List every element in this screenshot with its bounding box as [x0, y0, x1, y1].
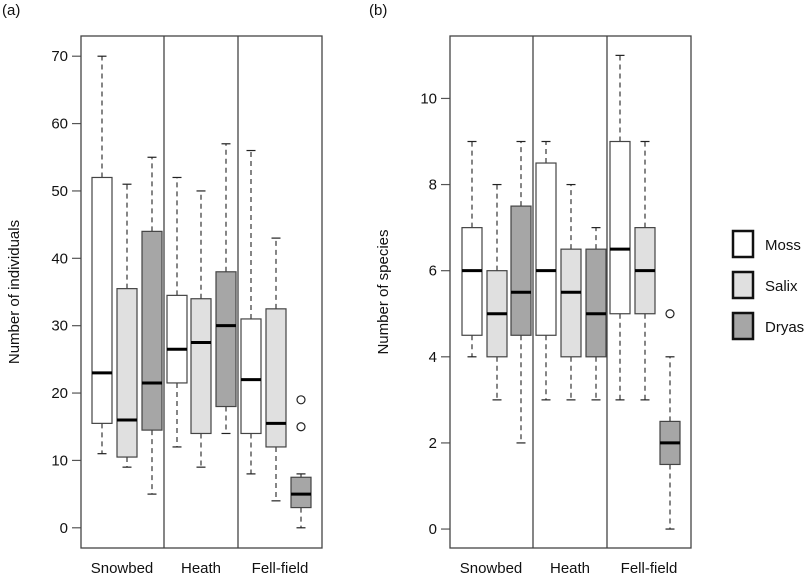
y-tick-label: 6: [429, 263, 437, 280]
panel-a-x-label-snowbed: Snowbed: [91, 560, 154, 577]
iqr-box: [290, 476, 312, 509]
box-heath-dryas: [585, 227, 607, 401]
y-tick-label: 60: [51, 116, 68, 133]
legend-swatch-salix: [731, 270, 755, 300]
outlier-point: [296, 422, 306, 432]
panel-b-x-label-heath: Heath: [550, 560, 590, 577]
panel-a: (a) Number of individuals 0 10 20 30 40 50 60 7…: [2, 2, 323, 577]
iqr-box: [190, 298, 212, 435]
panel-b-boxes: [461, 54, 681, 530]
iqr-box: [560, 248, 582, 358]
panel-a-x-axis: Snowbed Heath Fell-field: [91, 560, 309, 577]
y-tick-label: 30: [51, 318, 68, 335]
outlier-point: [665, 309, 675, 319]
panel-b-y-axis-title: Number of species: [375, 229, 392, 354]
legend-swatch-moss: [731, 229, 755, 259]
box-fell-field-moss: [609, 54, 631, 401]
panel-a-x-label-heath: Heath: [181, 560, 221, 577]
panel-b-x-label-fell-field: Fell-field: [621, 560, 678, 577]
iqr-box: [240, 318, 262, 435]
box-fell-field-moss: [240, 149, 262, 475]
y-tick-label: 2: [429, 435, 437, 452]
y-tick-label: 40: [51, 250, 68, 267]
iqr-box: [91, 176, 113, 424]
panel-b-x-label-snowbed: Snowbed: [460, 560, 523, 577]
panel-a-y-axis-title: Number of individuals: [6, 220, 23, 364]
iqr-box: [585, 248, 607, 358]
panel-b-frame: [449, 35, 692, 549]
iqr-box: [265, 308, 287, 448]
legend-item-salix: Salix: [731, 270, 798, 300]
y-tick-label: 0: [429, 521, 437, 538]
box-snowbed-dryas: [510, 140, 532, 444]
box-snowbed-dryas: [141, 156, 163, 495]
panel-a-boxes: [91, 55, 312, 529]
box-heath-moss: [535, 140, 557, 401]
plot-border: [449, 35, 692, 549]
y-tick-label: 4: [429, 349, 437, 366]
panel-b-x-axis: Snowbed Heath Fell-field: [460, 560, 678, 577]
iqr-box: [116, 288, 138, 458]
outlier-point: [296, 395, 306, 405]
box-snowbed-moss: [461, 140, 483, 358]
iqr-box: [215, 271, 237, 408]
box-snowbed-salix: [116, 183, 138, 468]
iqr-box: [141, 230, 163, 431]
panel-a-frame: [80, 35, 323, 549]
y-tick-label: 10: [420, 90, 437, 107]
y-tick-label: 8: [429, 177, 437, 194]
legend: Moss Salix Dryas: [731, 229, 804, 341]
legend-label-salix: Salix: [765, 278, 798, 295]
box-fell-field-dryas: [290, 395, 312, 529]
legend-label-dryas: Dryas: [765, 319, 804, 336]
panel-b-y-axis: 0 2 4 6 8 10: [420, 90, 450, 538]
iqr-box: [609, 140, 631, 315]
panel-a-y-axis: 0 10 20 30 40 50 60 70: [51, 48, 81, 537]
iqr-box: [166, 294, 188, 384]
legend-swatch-dryas: [731, 311, 755, 341]
y-tick-label: 0: [60, 520, 68, 537]
box-heath-dryas: [215, 143, 237, 435]
box-snowbed-salix: [486, 183, 508, 401]
box-fell-field-salix: [265, 237, 287, 502]
box-heath-salix: [190, 190, 212, 468]
iqr-box: [461, 227, 483, 336]
y-tick-label: 50: [51, 183, 68, 200]
box-snowbed-moss: [91, 55, 113, 455]
plot-border: [80, 35, 323, 549]
legend-item-moss: Moss: [731, 229, 801, 259]
iqr-box: [510, 205, 532, 336]
legend-item-dryas: Dryas: [731, 311, 804, 341]
y-tick-label: 20: [51, 385, 68, 402]
box-fell-field-salix: [634, 140, 656, 401]
y-tick-label: 10: [51, 452, 68, 469]
panel-a-label: (a): [2, 2, 20, 19]
box-heath-salix: [560, 183, 582, 401]
box-heath-moss: [166, 176, 188, 448]
panel-b-label: (b): [369, 2, 387, 19]
y-tick-label: 70: [51, 48, 68, 65]
panel-b: (b) Number of species 0 2 4 6 8 10 Snowbed He…: [369, 2, 692, 577]
iqr-box: [535, 162, 557, 336]
panel-a-x-label-fell-field: Fell-field: [252, 560, 309, 577]
box-fell-field-dryas: [659, 309, 681, 530]
legend-label-moss: Moss: [765, 237, 801, 254]
